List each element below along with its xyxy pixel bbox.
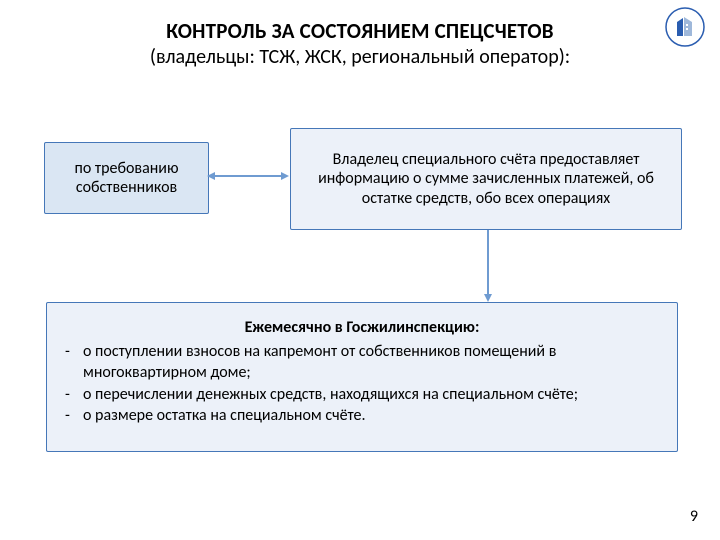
box-monthly-report: Ежемесячно в Госжилинспекцию: о поступле…	[46, 302, 678, 452]
box-owner-provides: Владелец специального счёта предоставляе…	[290, 128, 682, 230]
title-sub: (владельцы: ТСЖ, ЖСК, региональный опера…	[50, 45, 670, 69]
list-item: о поступлении взносов на капремонт от со…	[79, 341, 659, 384]
list-item: о перечислении денежных средств, находящ…	[79, 384, 659, 406]
bottom-header: Ежемесячно в Госжилинспекцию:	[65, 317, 659, 339]
arrow-left-to-right	[207, 168, 293, 184]
bottom-list: о поступлении взносов на капремонт от со…	[65, 341, 659, 427]
slide: КОНТРОЛЬ ЗА СОСТОЯНИЕМ СПЕЦСЧЕТОВ (владе…	[0, 0, 720, 540]
list-item: о размере остатка на специальном счёте.	[79, 405, 659, 427]
box-owners-request: по требованию собственников	[44, 142, 209, 214]
title-block: КОНТРОЛЬ ЗА СОСТОЯНИЕМ СПЕЦСЧЕТОВ (владе…	[50, 18, 670, 69]
arrow-down	[480, 228, 496, 304]
logo	[664, 6, 706, 48]
box-right-text: Владелец специального счёта предоставляе…	[303, 150, 669, 208]
box-left-line1: по требованию	[75, 159, 179, 178]
title-main: КОНТРОЛЬ ЗА СОСТОЯНИЕМ СПЕЦСЧЕТОВ	[50, 18, 670, 44]
page-number: 9	[690, 507, 698, 526]
box-left-line2: собственников	[76, 178, 177, 197]
